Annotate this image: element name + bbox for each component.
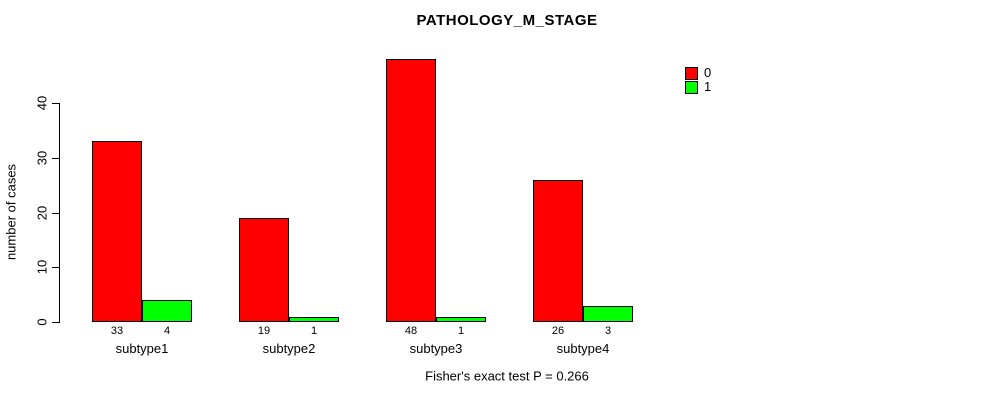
y-axis-label: number of cases — [3, 163, 19, 261]
y-tick — [52, 103, 59, 104]
bar-count-label: 1 — [457, 325, 465, 337]
bar-count-label: 26 — [551, 325, 565, 337]
bar-count-label: 3 — [604, 325, 612, 337]
category-label-subtype3: subtype3 — [409, 341, 463, 356]
bar-subtype2-series-0 — [239, 218, 289, 322]
bar-subtype4-series-0 — [533, 180, 583, 322]
fisher-test-caption: Fisher's exact test P = 0.266 — [425, 368, 589, 384]
bar-count-label: 4 — [163, 325, 171, 337]
bar-subtype3-series-1 — [436, 317, 486, 322]
category-label-subtype4: subtype4 — [556, 341, 610, 356]
y-tick — [52, 213, 59, 214]
y-tick — [52, 267, 59, 268]
chart-title: PATHOLOGY_M_STAGE — [416, 12, 598, 29]
y-tick — [52, 158, 59, 159]
bar-subtype3-series-0 — [386, 59, 436, 322]
bar-count-label: 1 — [310, 325, 318, 337]
y-tick-label: 0 — [34, 318, 50, 326]
y-tick-label: 30 — [34, 150, 50, 166]
bar-subtype4-series-1 — [583, 306, 633, 322]
legend-swatch-icon — [685, 66, 698, 80]
bar-count-label: 33 — [110, 325, 124, 337]
bar-subtype2-series-1 — [289, 317, 339, 322]
y-tick-label: 40 — [34, 95, 50, 111]
legend-swatch-icon — [685, 80, 698, 94]
category-label-subtype1: subtype1 — [115, 341, 169, 356]
bar-count-label: 19 — [257, 325, 271, 337]
category-label-subtype2: subtype2 — [262, 341, 316, 356]
legend-entry: 1 — [685, 80, 711, 94]
bar-count-label: 48 — [404, 325, 418, 337]
legend-entry: 0 — [685, 66, 711, 80]
y-tick — [52, 322, 59, 323]
legend-label: 0 — [704, 65, 712, 80]
y-tick-label: 10 — [34, 259, 50, 275]
bar-subtype1-series-0 — [92, 141, 142, 322]
bar-subtype1-series-1 — [142, 300, 192, 322]
legend-label: 1 — [704, 79, 712, 94]
y-tick-label: 20 — [34, 205, 50, 221]
y-axis-line — [59, 103, 60, 323]
